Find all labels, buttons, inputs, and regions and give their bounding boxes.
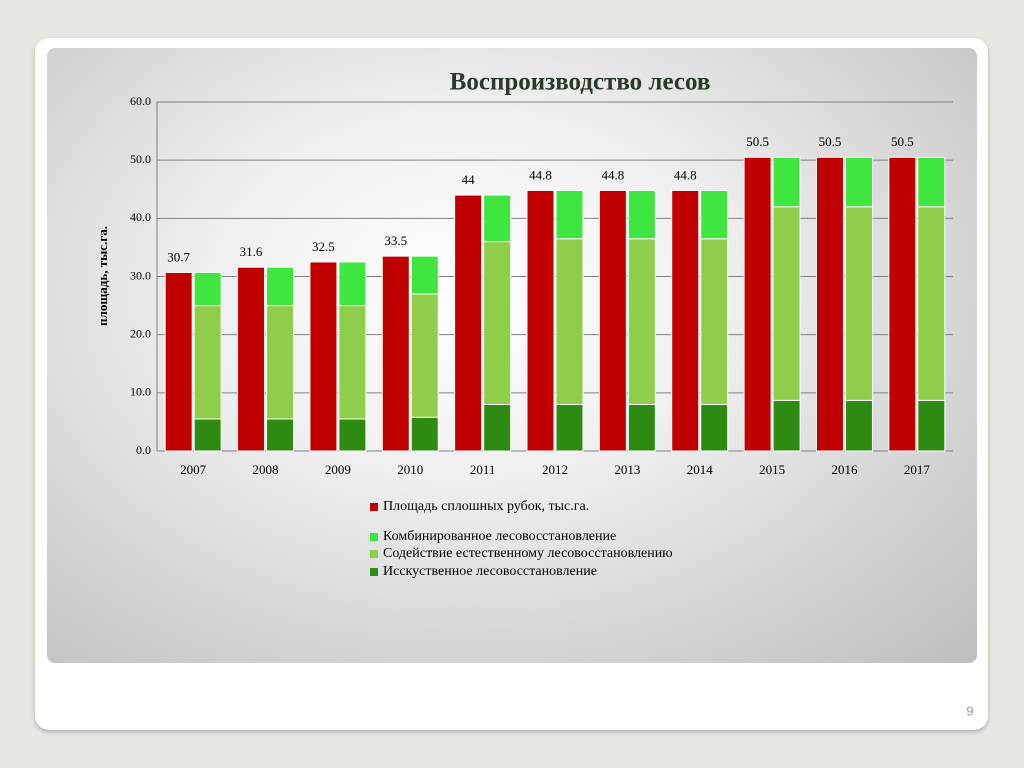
- bar-segment: [338, 261, 367, 307]
- bar-segment: [555, 189, 584, 240]
- value-label: 44.8: [601, 167, 624, 182]
- x-tick-label: 2017: [904, 462, 931, 477]
- page-number: 9: [966, 703, 973, 718]
- bar-segment: [237, 266, 266, 452]
- x-tick-label: 2012: [542, 462, 568, 477]
- bar-segment: [483, 241, 512, 405]
- bar-segment: [888, 156, 917, 452]
- y-tick-label: 30.0: [130, 268, 151, 282]
- value-label: 50.5: [891, 134, 914, 149]
- bar-segment: [164, 271, 193, 452]
- y-tick-label: 40.0: [130, 210, 151, 224]
- y-tick-label: 10.0: [130, 385, 151, 399]
- x-tick-label: 2013: [614, 462, 640, 477]
- x-tick-label: 2008: [253, 462, 279, 477]
- y-tick-label: 0.0: [136, 443, 151, 457]
- legend-label: Площадь сплошных рубок, тыс.га.: [383, 499, 589, 514]
- legend-swatch: [370, 550, 378, 558]
- bar-segment: [266, 305, 295, 420]
- bar-segment: [483, 403, 512, 452]
- x-tick-label: 2014: [687, 462, 714, 477]
- bar-segment: [772, 399, 801, 452]
- bar-segment: [410, 255, 439, 295]
- x-tick-label: 2016: [831, 462, 858, 477]
- bar-segment: [627, 238, 656, 405]
- bar-segment: [772, 206, 801, 401]
- x-tick-label: 2015: [759, 462, 785, 477]
- bar-segment: [309, 261, 338, 452]
- x-tick-label: 2010: [397, 462, 423, 477]
- bar-segment: [193, 305, 222, 420]
- chart-title: Воспроизводство лесов: [450, 69, 711, 96]
- value-label: 44.8: [529, 167, 552, 182]
- bar-segment: [598, 189, 627, 452]
- value-label: 50.5: [746, 134, 769, 149]
- x-tick-label: 2009: [325, 462, 351, 477]
- bar-segment: [193, 418, 222, 452]
- bar-segment: [627, 403, 656, 452]
- y-tick-label: 20.0: [130, 326, 151, 340]
- bar-segment: [381, 255, 410, 452]
- bar-segment: [917, 206, 946, 401]
- bar-segment: [555, 238, 584, 405]
- bar-segment: [410, 293, 439, 418]
- bar-segment: [671, 189, 700, 452]
- legend-label: Содействие естественному лесовосстановле…: [383, 546, 673, 561]
- bar-segment: [844, 156, 873, 208]
- bar-segment: [410, 416, 439, 452]
- bar-segment: [700, 189, 729, 240]
- y-axis-label: площадь, тыс.га.: [95, 226, 110, 326]
- bar-segment: [627, 189, 656, 240]
- bar-segment: [555, 403, 584, 452]
- value-label: 32.5: [312, 239, 335, 254]
- bar-segment: [743, 156, 772, 452]
- bar-segment: [844, 206, 873, 401]
- bar-segment: [266, 266, 295, 307]
- bar-segment: [526, 189, 555, 452]
- value-label: 31.6: [240, 244, 263, 259]
- bar-segment: [454, 194, 483, 452]
- bar-segment: [917, 156, 946, 208]
- y-tick-label: 50.0: [130, 152, 151, 166]
- value-label: 44.8: [674, 167, 697, 182]
- x-tick-label: 2007: [180, 462, 207, 477]
- legend-label: Комбинированное лесовосстановление: [383, 529, 616, 544]
- bar-segment: [483, 194, 512, 243]
- bar-segment: [266, 418, 295, 452]
- legend-swatch: [370, 533, 378, 541]
- legend-swatch: [370, 568, 378, 576]
- legend-label: Исскуственное лесовосстановление: [383, 564, 597, 579]
- bar-segment: [700, 238, 729, 405]
- value-label: 30.7: [167, 249, 190, 264]
- value-label: 50.5: [819, 134, 842, 149]
- value-label: 44: [462, 172, 476, 187]
- bar-segment: [338, 418, 367, 452]
- x-tick-label: 2011: [470, 462, 496, 477]
- legend-swatch: [370, 503, 378, 511]
- bar-segment: [917, 399, 946, 452]
- bar-segment: [844, 399, 873, 452]
- bar-segment: [700, 403, 729, 452]
- bar-segment: [338, 305, 367, 420]
- value-label: 33.5: [384, 233, 407, 248]
- bar-segment: [815, 156, 844, 452]
- y-tick-label: 60.0: [130, 94, 151, 108]
- bar-segment: [193, 271, 222, 307]
- bar-segment: [772, 156, 801, 208]
